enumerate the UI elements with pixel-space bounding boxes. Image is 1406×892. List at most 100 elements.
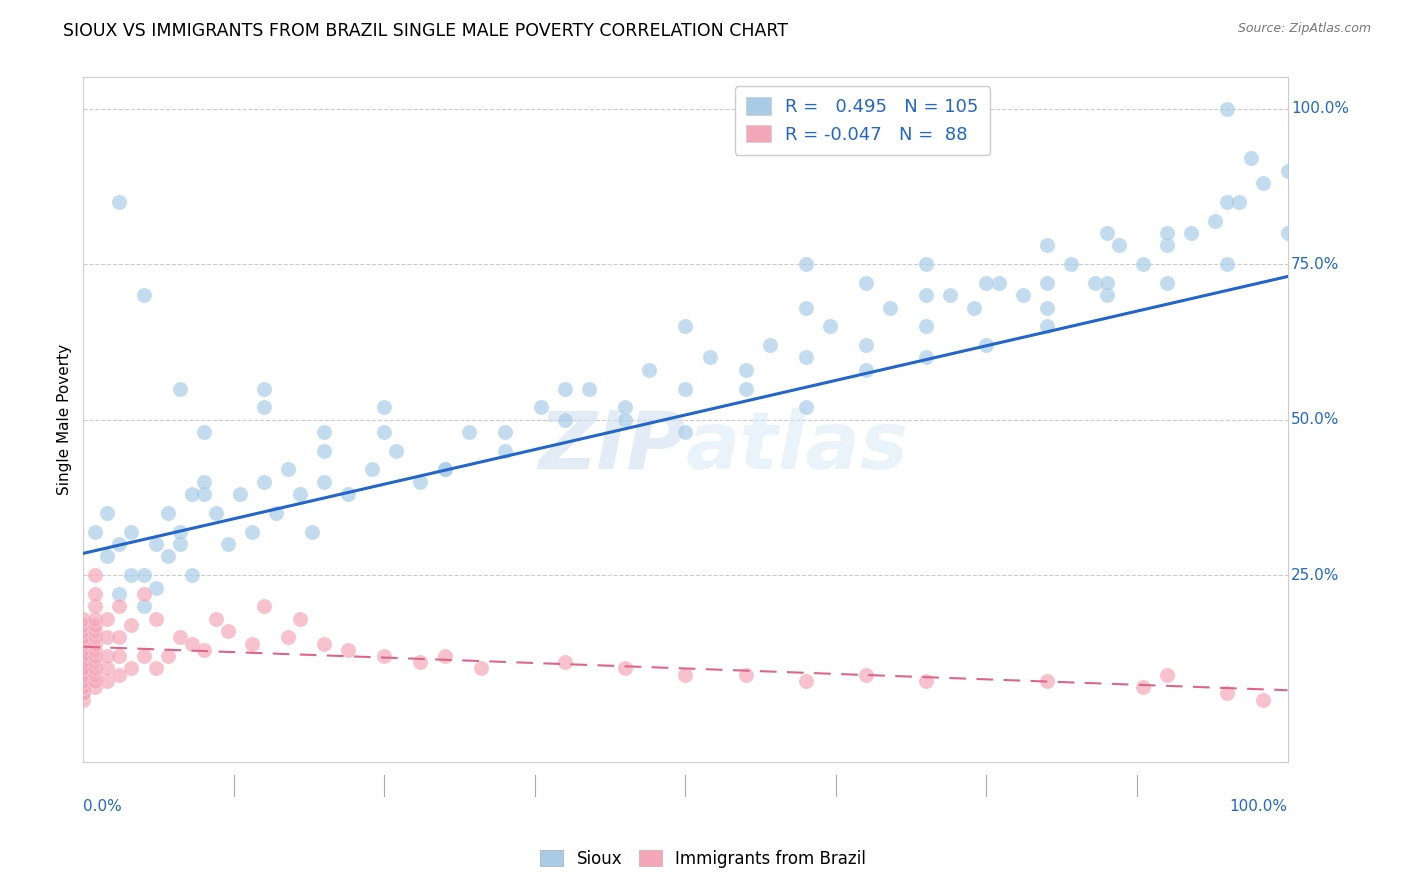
Point (193, 475, 215, 489)
Legend: Sioux, Immigrants from Brazil: Sioux, Immigrants from Brazil (533, 844, 873, 875)
Point (121, 568, 143, 582)
Point (72, 612, 94, 626)
Point (1156, 226, 1178, 240)
Point (217, 537, 239, 551)
Point (699, 351, 721, 365)
Point (217, 624, 239, 639)
Point (1095, 276, 1118, 290)
Point (1156, 667, 1178, 681)
Point (108, 194, 131, 209)
Point (1095, 288, 1118, 302)
Point (72, 667, 94, 681)
Point (1216, 102, 1239, 116)
Point (361, 462, 384, 476)
Point (1156, 276, 1178, 290)
Point (915, 319, 938, 334)
Point (72, 661, 94, 675)
Point (72, 680, 94, 694)
Point (108, 587, 131, 601)
Point (1011, 288, 1033, 302)
Point (169, 537, 191, 551)
Point (915, 288, 938, 302)
Point (673, 425, 696, 439)
Point (1095, 226, 1118, 240)
Point (879, 301, 901, 315)
Point (433, 462, 456, 476)
Point (72, 661, 94, 675)
Point (121, 524, 143, 539)
Point (180, 637, 202, 651)
Point (794, 400, 817, 414)
Point (385, 443, 408, 458)
Point (84, 655, 107, 669)
Text: 100.0%: 100.0% (1230, 799, 1288, 814)
Point (132, 587, 155, 601)
Point (121, 618, 143, 632)
Point (156, 506, 179, 520)
Point (314, 443, 336, 458)
Point (72, 667, 94, 681)
Point (72, 637, 94, 651)
Point (240, 637, 263, 651)
Point (156, 549, 179, 564)
Point (794, 351, 817, 365)
Point (1216, 686, 1239, 700)
Point (1204, 213, 1226, 227)
Point (72, 624, 94, 639)
Point (614, 412, 637, 426)
Point (72, 655, 94, 669)
Point (915, 257, 938, 271)
Point (229, 487, 252, 501)
Text: 0.0%: 0.0% (83, 799, 122, 814)
Point (72, 667, 94, 681)
Point (1035, 276, 1057, 290)
Point (1132, 680, 1154, 694)
Point (1253, 176, 1275, 190)
Point (1240, 151, 1263, 165)
Text: ZIP: ZIP (538, 408, 685, 486)
Point (554, 382, 576, 396)
Text: 75.0%: 75.0% (1291, 257, 1340, 271)
Point (855, 338, 877, 352)
Point (288, 612, 311, 626)
Point (96, 549, 118, 564)
Text: 100.0%: 100.0% (1291, 101, 1350, 116)
Point (169, 631, 191, 645)
Point (1180, 226, 1202, 240)
Y-axis label: Single Male Poverty: Single Male Poverty (58, 344, 72, 495)
Point (72, 631, 94, 645)
Point (373, 400, 395, 414)
Point (145, 581, 167, 595)
Legend: R =   0.495   N = 105, R = -0.047   N =  88: R = 0.495 N = 105, R = -0.047 N = 88 (735, 87, 990, 155)
Point (1035, 673, 1057, 688)
Point (108, 599, 131, 614)
Point (72, 655, 94, 669)
Point (337, 642, 360, 657)
Point (939, 288, 962, 302)
Point (204, 612, 226, 626)
Point (1108, 238, 1130, 252)
Point (1227, 194, 1250, 209)
Point (156, 648, 179, 663)
Point (373, 425, 395, 439)
Point (193, 642, 215, 657)
Point (855, 667, 877, 681)
Point (72, 637, 94, 651)
Point (132, 648, 155, 663)
Point (72, 642, 94, 657)
Point (578, 382, 600, 396)
Point (457, 425, 479, 439)
Point (253, 599, 276, 614)
Point (673, 667, 696, 681)
Point (1216, 194, 1239, 209)
Point (84, 624, 107, 639)
Point (72, 692, 94, 706)
Point (96, 673, 118, 688)
Point (84, 612, 107, 626)
Point (72, 618, 94, 632)
Point (96, 612, 118, 626)
Point (84, 524, 107, 539)
Text: atlas: atlas (685, 408, 908, 486)
Point (1035, 301, 1057, 315)
Point (96, 631, 118, 645)
